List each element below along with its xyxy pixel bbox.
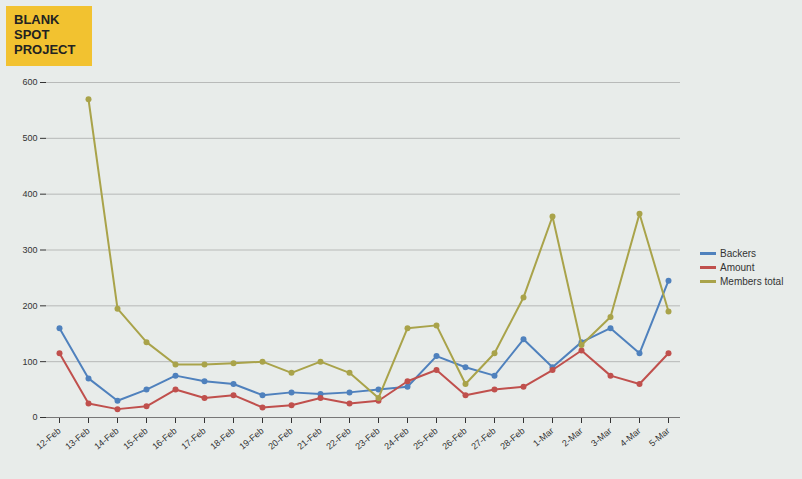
svg-text:3-Mar: 3-Mar [589,426,613,449]
html-text:Members total: Members total [720,276,784,287]
svg-text:26-Feb: 26-Feb [440,426,468,452]
svg-text:17-Feb: 17-Feb [179,426,207,452]
svg-text:21-Feb: 21-Feb [295,426,323,452]
svg-text:15-Feb: 15-Feb [121,426,149,452]
svg-text:16-Feb: 16-Feb [150,426,178,452]
svg-text:200: 200 [22,301,37,311]
svg-text:4-Mar: 4-Mar [618,426,642,449]
svg-text:22-Feb: 22-Feb [324,426,352,452]
svg-text:25-Feb: 25-Feb [411,426,439,452]
svg-text:23-Feb: 23-Feb [353,426,381,452]
html-text:Amount: Amount [720,262,755,273]
html-text:BLANK SPOT PROJECT: BLANK SPOT PROJECT [14,12,76,57]
svg-text:2-Mar: 2-Mar [560,426,584,449]
svg-text:20-Feb: 20-Feb [266,426,294,452]
svg-text:300: 300 [22,245,37,255]
svg-text:500: 500 [22,133,37,143]
html-text:Backers: Backers [720,248,757,259]
svg-text:1-Mar: 1-Mar [531,426,555,449]
svg-text:18-Feb: 18-Feb [208,426,236,452]
svg-text:24-Feb: 24-Feb [382,426,410,452]
svg-text:19-Feb: 19-Feb [237,426,265,452]
svg-text:0: 0 [32,412,37,422]
svg-text:100: 100 [22,357,37,367]
svg-text:400: 400 [22,189,37,199]
svg-text:600: 600 [22,77,37,87]
svg-text:13-Feb: 13-Feb [63,426,91,452]
svg-text:27-Feb: 27-Feb [469,426,497,452]
svg-text:5-Mar: 5-Mar [647,426,671,449]
svg-text:28-Feb: 28-Feb [498,426,526,452]
svg-text:12-Feb: 12-Feb [34,426,62,452]
svg-text:14-Feb: 14-Feb [92,426,120,452]
